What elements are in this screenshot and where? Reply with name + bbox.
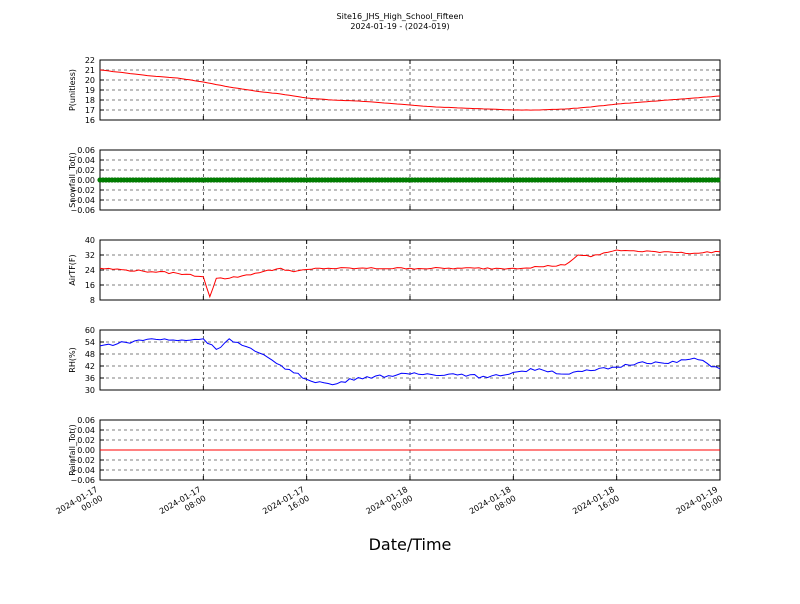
y-tick-label: 8 [90,296,95,305]
panels: 16171819202122P(unitless)−0.06−0.04−0.02… [68,56,721,485]
y-tick-label: 40 [85,236,95,245]
y-tick-label: 30 [85,386,95,395]
y-tick-label: −0.02 [70,456,95,465]
y-tick-label: 60 [85,326,95,335]
y-axis-label: P(unitless) [68,69,77,111]
y-tick-label: −0.02 [70,186,95,195]
y-tick-label: −0.04 [70,196,95,205]
y-tick-label: 0.00 [77,446,95,455]
y-tick-label: 18 [85,96,95,105]
y-tick-label: −0.06 [70,476,95,485]
y-tick-label: 22 [85,56,95,65]
y-tick-label: 21 [85,66,95,75]
panel-2: −0.06−0.04−0.020.000.020.040.06Snowfall_… [68,146,721,215]
y-axis-label: Snowfall_Tot() [68,152,77,208]
figure-title-line1: Site16_JHS_High_School_Fifteen [337,12,464,21]
panel-4: 30 36 42 48 54 60 RH(%) [68,326,721,395]
y-tick-label: 17 [85,106,95,115]
y-tick-label: 0.06 [77,146,95,155]
y-tick-label: 54 [85,338,95,347]
figure-title-line2: 2024-01-19 - (2024-019) [350,22,449,31]
y-tick-label: 42 [85,362,95,371]
y-tick-label: 16 [85,116,95,125]
y-tick-label: −0.06 [70,206,95,215]
y-axis-label: RH(%) [68,347,77,372]
y-tick-label: 48 [85,350,95,359]
panel-3: 8 16 24 32 40 AirTF(F) [68,236,721,305]
y-axis-label: AirTF(F) [68,254,77,285]
y-tick-label: 0.02 [77,436,95,445]
y-tick-label: 32 [85,251,95,260]
y-axis-label: Rainfall_Tot() [68,424,77,476]
panel-5: −0.06−0.04−0.020.000.020.040.06Rainfall_… [68,416,721,485]
series-marker [715,177,721,183]
y-tick-label: 0.04 [77,156,95,165]
y-tick-label: 0.02 [77,166,95,175]
y-tick-label: 0.04 [77,426,95,435]
series-line [99,249,721,299]
y-tick-label: 20 [85,76,95,85]
series-markers [97,177,721,183]
y-tick-label: −0.04 [70,466,95,475]
y-tick-label: 24 [85,266,95,275]
series-line [99,69,721,111]
y-tick-label: 0.00 [77,176,95,185]
y-tick-label: 19 [85,86,95,95]
x-axis-label: Date/Time [369,535,452,554]
series-line [99,338,721,386]
y-tick-label: 36 [85,374,95,383]
y-tick-label: 16 [85,281,95,290]
y-tick-label: 0.06 [77,416,95,425]
